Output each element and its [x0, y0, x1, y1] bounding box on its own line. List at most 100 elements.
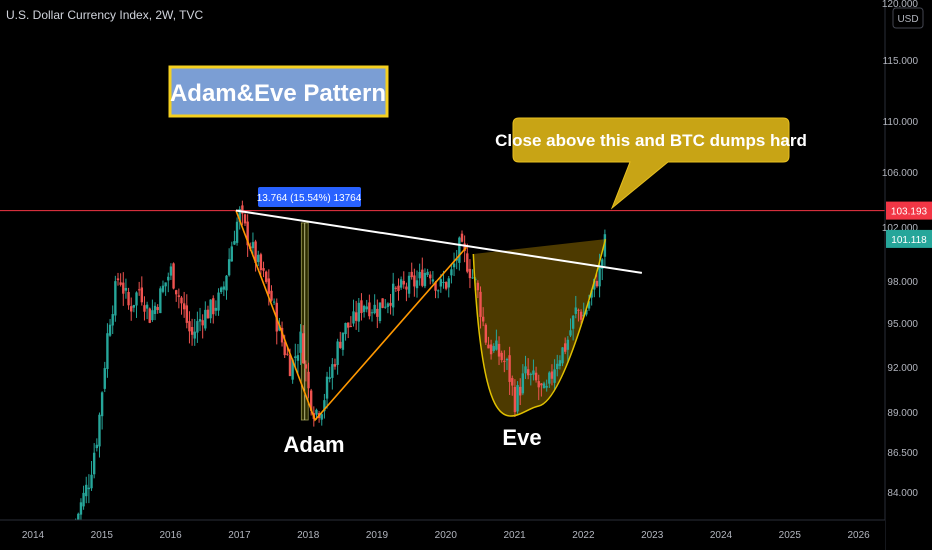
candle-body[interactable]	[323, 400, 326, 412]
candle-body[interactable]	[206, 309, 210, 319]
candle-body[interactable]	[341, 332, 345, 350]
pattern-title-box[interactable]	[168, 65, 389, 118]
candle-body[interactable]	[489, 344, 493, 355]
candle-body[interactable]	[368, 302, 371, 317]
candle-body[interactable]	[479, 291, 482, 317]
candle-body[interactable]	[389, 302, 392, 306]
candle-body[interactable]	[87, 487, 91, 490]
candle-body[interactable]	[492, 346, 495, 351]
candle-body[interactable]	[100, 392, 104, 417]
candle-body[interactable]	[122, 282, 125, 294]
candle-body[interactable]	[151, 310, 154, 321]
candle-body[interactable]	[267, 278, 271, 294]
candle-body[interactable]	[190, 327, 194, 335]
candle-body[interactable]	[384, 306, 387, 308]
candle-body[interactable]	[225, 275, 228, 291]
candle-body[interactable]	[169, 266, 173, 276]
candle-body[interactable]	[601, 259, 604, 269]
candle-body[interactable]	[455, 258, 458, 261]
candle-body[interactable]	[354, 312, 358, 321]
candle-body[interactable]	[204, 309, 207, 329]
candle-body[interactable]	[548, 372, 551, 384]
candle-body[interactable]	[566, 339, 570, 350]
candle-body[interactable]	[159, 288, 162, 314]
candle-body[interactable]	[553, 369, 556, 383]
candle-body[interactable]	[259, 254, 263, 271]
candle-body[interactable]	[315, 409, 318, 415]
candle-body[interactable]	[241, 205, 244, 214]
candle-body[interactable]	[198, 319, 202, 322]
candle-body[interactable]	[466, 253, 469, 272]
candle-body[interactable]	[95, 444, 99, 449]
candle-body[interactable]	[444, 282, 448, 289]
callout-bubble[interactable]	[512, 117, 790, 210]
candle-body[interactable]	[251, 242, 255, 249]
candle-body[interactable]	[227, 259, 231, 276]
candle-body[interactable]	[376, 308, 379, 317]
candle-body[interactable]	[386, 303, 390, 307]
candle-body[interactable]	[429, 274, 432, 279]
candle-body[interactable]	[529, 373, 532, 375]
candle-body[interactable]	[571, 315, 575, 329]
candle-body[interactable]	[460, 233, 464, 242]
candle-body[interactable]	[188, 321, 191, 332]
candle-body[interactable]	[413, 275, 416, 287]
candle-body[interactable]	[254, 241, 257, 263]
candle-body[interactable]	[299, 331, 302, 353]
candle-body[interactable]	[452, 263, 456, 268]
candle-body[interactable]	[556, 363, 559, 370]
candle-body[interactable]	[505, 359, 509, 361]
candle-body[interactable]	[574, 307, 577, 314]
candle-body[interactable]	[519, 386, 522, 396]
candle-body[interactable]	[595, 280, 599, 287]
candle-body[interactable]	[537, 381, 540, 388]
candle-body[interactable]	[177, 295, 181, 297]
candle-body[interactable]	[391, 283, 395, 308]
candle-body[interactable]	[497, 343, 501, 357]
candle-body[interactable]	[545, 385, 548, 388]
candle-body[interactable]	[272, 301, 276, 303]
candle-body[interactable]	[156, 307, 159, 311]
candle-body[interactable]	[219, 287, 223, 292]
candle-body[interactable]	[500, 352, 503, 361]
candle-body[interactable]	[148, 308, 151, 323]
candle-body[interactable]	[503, 360, 506, 362]
candle-body[interactable]	[561, 347, 564, 364]
candle-body[interactable]	[407, 275, 411, 294]
candle-body[interactable]	[153, 305, 157, 314]
candle-body[interactable]	[423, 272, 427, 287]
candle-body[interactable]	[217, 292, 220, 311]
candle-body[interactable]	[79, 502, 83, 515]
candle-body[interactable]	[137, 289, 141, 291]
candle-body[interactable]	[344, 322, 347, 335]
candle-body[interactable]	[103, 368, 106, 389]
candle-body[interactable]	[243, 214, 247, 224]
candle-body[interactable]	[328, 377, 331, 379]
candle-body[interactable]	[534, 372, 538, 381]
candle-body[interactable]	[577, 309, 580, 311]
candle-body[interactable]	[116, 278, 120, 281]
candle-body[interactable]	[92, 452, 96, 475]
candle-body[interactable]	[402, 280, 405, 285]
candle-body[interactable]	[222, 286, 226, 290]
candle-body[interactable]	[304, 364, 308, 369]
candle-body[interactable]	[167, 276, 170, 281]
candle-body[interactable]	[235, 221, 239, 243]
candle-body[interactable]	[399, 279, 403, 288]
candle-body[interactable]	[397, 285, 400, 291]
candle-body[interactable]	[127, 291, 130, 306]
candle-body[interactable]	[352, 311, 355, 324]
candle-body[interactable]	[140, 287, 144, 303]
candle-body[interactable]	[90, 474, 93, 489]
candle-body[interactable]	[495, 340, 498, 350]
candle-body[interactable]	[579, 311, 583, 320]
candle-body[interactable]	[182, 303, 186, 310]
candle-body[interactable]	[320, 414, 323, 420]
candle-body[interactable]	[463, 243, 466, 252]
candle-body[interactable]	[336, 341, 339, 365]
candle-body[interactable]	[262, 268, 265, 271]
candle-body[interactable]	[434, 282, 437, 291]
candle-body[interactable]	[347, 322, 350, 328]
candle-body[interactable]	[233, 241, 236, 245]
